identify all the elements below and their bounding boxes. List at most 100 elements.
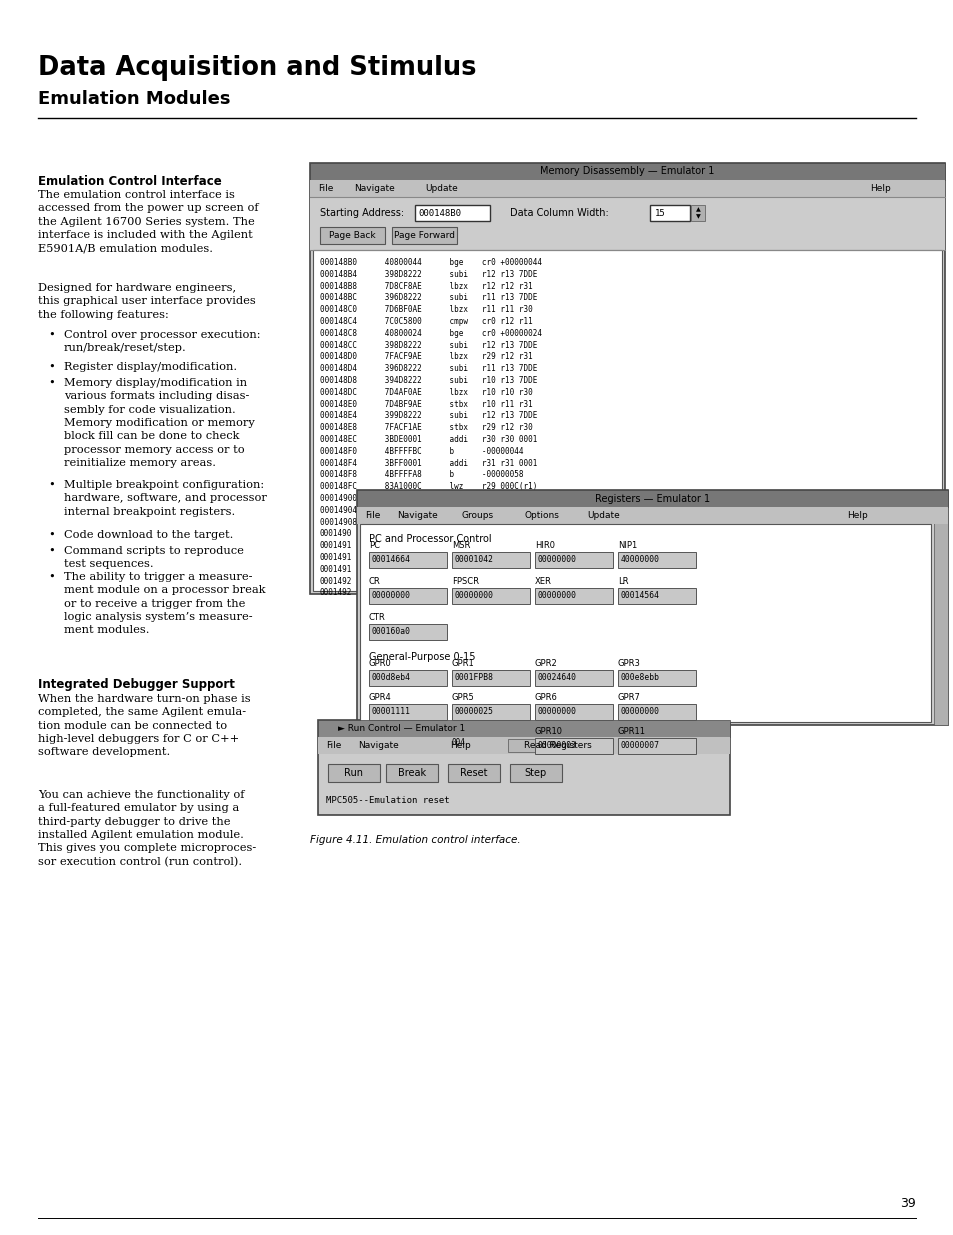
Bar: [448, 764, 499, 782]
Text: Reset: Reset: [459, 768, 487, 778]
Text: 000148E4      399D8222      subi   r12 r13 7DDE: 000148E4 399D8222 subi r12 r13 7DDE: [319, 411, 537, 420]
Bar: [690, 205, 704, 221]
Text: GPR11: GPR11: [618, 727, 645, 736]
Text: FPSCR: FPSCR: [452, 577, 478, 585]
Text: Help: Help: [450, 741, 470, 750]
Text: 000148EC      3BDE0001      addi   r30 r30 0001: 000148EC 3BDE0001 addi r30 r30 0001: [319, 435, 537, 445]
Text: 0001492: 0001492: [319, 588, 352, 598]
Text: •: •: [48, 530, 54, 540]
Text: Starting Address:: Starting Address:: [319, 207, 404, 219]
Text: 000148B0: 000148B0: [417, 210, 460, 219]
Text: 00014908      8001001C      lwz    r0  001C(r12): 00014908 8001001C lwz r0 001C(r12): [319, 517, 541, 526]
Text: 0001490: 0001490: [319, 530, 352, 538]
Text: Data Column Width:: Data Column Width:: [510, 207, 608, 219]
Bar: [356, 490, 947, 508]
Text: ▲: ▲: [695, 207, 700, 212]
Text: The ability to trigger a measure-
ment module on a processor break
or to receive: The ability to trigger a measure- ment m…: [64, 572, 265, 636]
Text: You can achieve the functionality of
a full-featured emulator by using a
third-p: You can achieve the functionality of a f…: [38, 790, 256, 867]
Text: •: •: [48, 546, 54, 556]
Bar: [313, 249, 941, 592]
Text: 000148FC      83A1000C      lwz    r29 000C(r1): 000148FC 83A1000C lwz r29 000C(r1): [319, 482, 537, 492]
Text: Figure 4.11. Emulation control interface.: Figure 4.11. Emulation control interface…: [310, 835, 520, 845]
Bar: [535, 671, 613, 685]
Text: Update: Update: [586, 511, 619, 520]
Text: 000148DC      7D4AF0AE      lbzx   r10 r10 r30: 000148DC 7D4AF0AE lbzx r10 r10 r30: [319, 388, 532, 396]
Text: HIR0: HIR0: [535, 541, 555, 550]
Text: NIP1: NIP1: [618, 541, 637, 550]
Text: XER: XER: [535, 577, 551, 585]
Bar: [510, 764, 561, 782]
Bar: [369, 552, 447, 568]
Text: GPR1: GPR1: [452, 659, 475, 668]
Bar: [618, 588, 696, 604]
Text: LR: LR: [618, 577, 628, 585]
Text: 00000000: 00000000: [455, 592, 494, 600]
Text: 000d8eb4: 000d8eb4: [372, 673, 411, 683]
Bar: [317, 737, 729, 755]
Bar: [452, 671, 530, 685]
Text: CR: CR: [369, 577, 380, 585]
Text: File: File: [326, 741, 341, 750]
Bar: [369, 671, 447, 685]
Text: 000148E8      7FACF1AE      stbx   r29 r12 r30: 000148E8 7FACF1AE stbx r29 r12 r30: [319, 424, 532, 432]
Bar: [618, 739, 696, 755]
Text: 000160a0: 000160a0: [372, 627, 411, 636]
Text: Emulation Control Interface: Emulation Control Interface: [38, 175, 221, 188]
Bar: [310, 180, 944, 198]
Text: •: •: [48, 378, 54, 388]
Bar: [386, 764, 437, 782]
Text: 00001042: 00001042: [455, 556, 494, 564]
Text: File: File: [317, 184, 333, 193]
Text: 0001FPB8: 0001FPB8: [455, 673, 494, 683]
Text: 00000000: 00000000: [372, 592, 411, 600]
Text: Run: Run: [344, 768, 363, 778]
Bar: [319, 227, 385, 245]
Text: 00014900      83C10010      lwz    r30 0010(r1): 00014900 83C10010 lwz r30 0010(r1): [319, 494, 537, 503]
Text: 000148D4      396D8222      subi   r11 r13 7DDE: 000148D4 396D8222 subi r11 r13 7DDE: [319, 364, 537, 373]
Text: 000e8ebb: 000e8ebb: [620, 673, 659, 683]
Text: 39: 39: [900, 1197, 915, 1210]
Bar: [328, 764, 379, 782]
Text: GPR3: GPR3: [618, 659, 640, 668]
Text: GPR10: GPR10: [535, 727, 562, 736]
Text: Designed for hardware engineers,
this graphical user interface provides
the foll: Designed for hardware engineers, this gr…: [38, 283, 255, 320]
Text: Page Forward: Page Forward: [394, 231, 455, 240]
Bar: [618, 552, 696, 568]
Text: Break: Break: [397, 768, 426, 778]
Text: 00014564: 00014564: [620, 592, 659, 600]
Bar: [310, 198, 944, 249]
Text: 000148C4      7C0C5800      cmpw   cr0 r12 r11: 000148C4 7C0C5800 cmpw cr0 r12 r11: [319, 317, 532, 326]
Text: 00014904      83E10014      lwz    r31 0014(r1): 00014904 83E10014 lwz r31 0014(r1): [319, 506, 537, 515]
Bar: [310, 163, 944, 180]
Text: GPR5: GPR5: [452, 693, 475, 701]
Text: ▼: ▼: [695, 215, 700, 220]
Text: •: •: [48, 572, 54, 582]
Bar: [507, 739, 607, 752]
Text: •: •: [48, 362, 54, 372]
Text: Memory display/modification in
various formats including disas-
sembly for code : Memory display/modification in various f…: [64, 378, 254, 468]
Text: 0001491: 0001491: [319, 553, 352, 562]
Text: ► Run Control — Emulator 1: ► Run Control — Emulator 1: [337, 724, 465, 734]
Text: GPR7: GPR7: [618, 693, 640, 701]
Text: Update: Update: [424, 184, 457, 193]
Text: 000148C0      7D6BF0AE      lbzx   r11 r11 r30: 000148C0 7D6BF0AE lbzx r11 r11 r30: [319, 305, 532, 314]
Text: 00000007: 00000007: [620, 741, 659, 751]
Text: 000148B8      7D8CF8AE      lbzx   r12 r12 r31: 000148B8 7D8CF8AE lbzx r12 r12 r31: [319, 282, 532, 290]
Text: Command scripts to reproduce
test sequences.: Command scripts to reproduce test sequen…: [64, 546, 244, 569]
Bar: [359, 524, 930, 722]
Bar: [933, 490, 947, 725]
Text: 000148C8      40800024      bge    cr0 +00000024: 000148C8 40800024 bge cr0 +00000024: [319, 329, 541, 338]
Text: Page Back: Page Back: [329, 231, 375, 240]
Text: 00014664: 00014664: [372, 556, 411, 564]
Bar: [317, 720, 729, 737]
Bar: [317, 720, 729, 815]
Text: Navigate: Navigate: [357, 741, 398, 750]
Text: 00001111: 00001111: [372, 708, 411, 716]
Bar: [535, 588, 613, 604]
Text: Groups: Groups: [461, 511, 494, 520]
Text: 000148D0      7FACF9AE      lbzx   r29 r12 r31: 000148D0 7FACF9AE lbzx r29 r12 r31: [319, 352, 532, 362]
Text: 004: 004: [452, 739, 465, 747]
Bar: [618, 704, 696, 720]
Text: Step: Step: [524, 768, 547, 778]
Text: 40000000: 40000000: [620, 556, 659, 564]
